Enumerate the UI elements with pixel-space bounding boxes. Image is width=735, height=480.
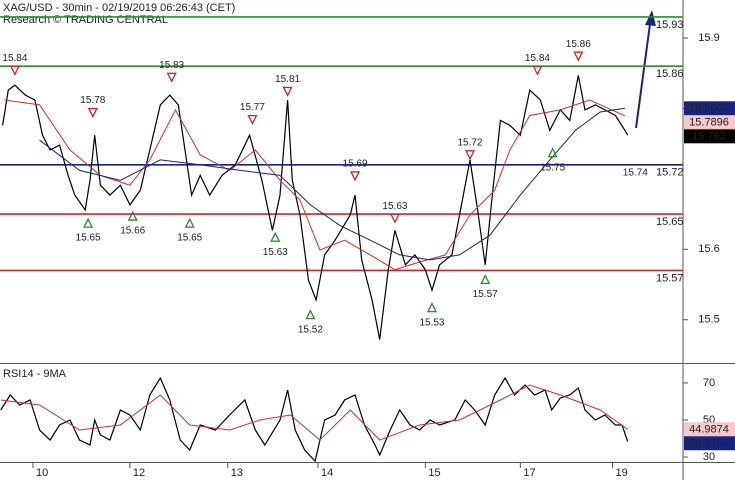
pivot-label: 15.74 — [623, 167, 648, 178]
pivot-low-marker — [480, 273, 491, 285]
pivot-label: 15.63 — [382, 201, 407, 212]
y-tick-label: 30 — [703, 451, 715, 463]
price-tag-label: 15.762 — [692, 131, 726, 143]
pivot-high-marker — [573, 51, 584, 62]
level-label: 15.86 — [656, 68, 684, 80]
y-tick-label: 15.9 — [698, 32, 719, 44]
pivot-label: 15.84 — [525, 53, 550, 64]
price-tag-label: 38.3797 — [689, 438, 729, 450]
series-line — [2, 75, 629, 340]
pivot-label: 15.52 — [298, 324, 323, 335]
pivot-label: 15.86 — [566, 39, 591, 50]
series-line — [0, 376, 629, 463]
pivot-high-marker — [166, 72, 177, 83]
pivot-label: 15.65 — [177, 233, 202, 244]
pivot-label: 15.53 — [419, 317, 444, 328]
series-line — [39, 107, 625, 261]
x-tick-label: 17 — [523, 467, 535, 479]
chart-subtitle: Research © TRADING CENTRAL — [3, 14, 168, 26]
rsi-title: RSI14 - 9MA — [3, 368, 67, 380]
pivot-high-marker — [349, 171, 361, 182]
pivot-low-marker — [305, 309, 316, 320]
level-label: 15.65 — [656, 216, 684, 228]
pivot-high-marker — [87, 107, 98, 118]
x-tick-label: 19 — [616, 467, 628, 479]
pivot-label: 15.66 — [120, 226, 145, 237]
pivot-low-marker — [83, 217, 94, 228]
pivot-low-marker — [184, 217, 195, 228]
projection-arrowhead — [645, 10, 656, 26]
series-line — [4, 99, 626, 271]
pivot-high-marker — [247, 114, 258, 126]
pivot-high-marker — [9, 65, 20, 76]
price-tag-label: 15.8002 — [689, 103, 729, 115]
y-tick-label: 15.6 — [698, 243, 719, 255]
pivot-low-marker — [127, 210, 138, 221]
pivot-high-marker — [282, 86, 293, 97]
x-tick-label: 15 — [428, 467, 440, 479]
pivot-label: 15.78 — [80, 95, 105, 106]
price-tag — [684, 115, 735, 130]
price-tag — [684, 436, 735, 451]
chart-title: XAG/USD - 30min - 02/19/2019 06:26:43 (C… — [3, 2, 235, 14]
x-tick-label: 13 — [231, 467, 243, 479]
pivot-label: 15.57 — [473, 289, 498, 300]
x-tick-label: 14 — [321, 467, 333, 479]
pivot-high-marker — [389, 213, 400, 224]
y-tick-label: 15.5 — [698, 314, 719, 326]
pivot-label: 15.63 — [263, 247, 288, 258]
pivot-label: 15.83 — [159, 60, 184, 71]
x-tick-label: 10 — [36, 467, 48, 479]
pivot-label: 15.69 — [343, 159, 368, 170]
level-label: 15.93 — [656, 19, 684, 31]
price-tag — [684, 101, 735, 116]
level-label: 15.57 — [656, 272, 684, 284]
pivot-label: 15.75 — [540, 162, 565, 173]
pivot-label: 15.84 — [2, 53, 27, 64]
pivot-high-marker — [464, 150, 476, 161]
projection-arrow — [635, 23, 651, 129]
y-tick-label: 70 — [703, 377, 715, 389]
price-tag — [684, 129, 735, 144]
price-tag — [684, 422, 735, 437]
pivot-low-marker — [426, 302, 438, 313]
x-tick-label: 12 — [133, 467, 145, 479]
price-tag-label: 44.9874 — [689, 424, 729, 436]
pivot-label: 15.81 — [275, 74, 300, 85]
pivot-label: 15.72 — [457, 137, 482, 148]
pivot-low-marker — [547, 147, 558, 158]
pivot-label: 15.65 — [76, 233, 101, 244]
price-tag-label: 15.7896 — [689, 117, 729, 129]
level-label: 15.72 — [656, 167, 684, 179]
series-line — [0, 384, 628, 441]
pivot-high-marker — [532, 65, 543, 76]
pivot-label: 15.77 — [240, 102, 265, 113]
pivot-low-marker — [270, 231, 281, 242]
